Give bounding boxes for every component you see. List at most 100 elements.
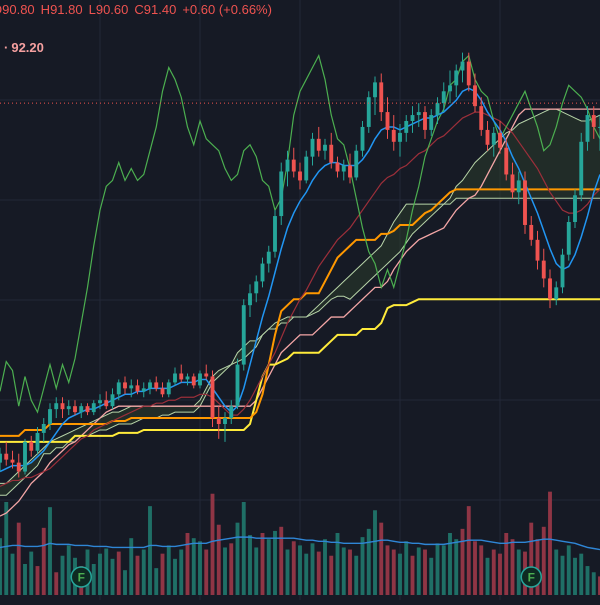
candle-body [148, 382, 152, 389]
volume-bar [448, 533, 452, 595]
volume-bar [504, 533, 509, 595]
candle [454, 64, 459, 98]
candle [4, 441, 9, 466]
candle [554, 281, 559, 306]
candle [198, 370, 202, 389]
volume-bar [23, 564, 27, 595]
candle [348, 153, 352, 184]
volume-bar [248, 535, 252, 595]
volume-bar [198, 541, 202, 595]
candle-body [60, 403, 65, 410]
volume-bar [166, 545, 171, 595]
volume-bar [416, 547, 421, 595]
candle-body [591, 115, 596, 127]
candle [85, 403, 90, 416]
candle [354, 144, 359, 181]
candle-body [516, 180, 521, 193]
volume-bar [535, 539, 540, 595]
indicator-value-tag: · 92.20 [4, 40, 44, 55]
candle [329, 132, 334, 169]
volume-bar [498, 553, 502, 595]
open-item: O90.80 [0, 2, 35, 17]
volume-bar [98, 553, 102, 595]
candle [110, 388, 115, 410]
candle [598, 115, 600, 151]
earnings-badge-label: F [528, 571, 535, 585]
volume-bar [0, 538, 2, 595]
volume-bar [516, 549, 521, 595]
candle [141, 382, 146, 398]
ohlc-legend: O90.80 H91.80 L90.60 C91.40 +0.60 (+0.66… [0, 2, 272, 17]
candle [510, 162, 515, 199]
candle [123, 376, 127, 395]
candle-body [35, 432, 40, 451]
volume-bar [304, 553, 309, 595]
volume-bar [148, 506, 152, 595]
candle [173, 367, 177, 386]
candle-body [29, 441, 34, 451]
candle [479, 97, 484, 136]
volume-bar [341, 547, 346, 595]
candle-body [310, 138, 315, 157]
candle-body [248, 293, 252, 306]
candle [466, 52, 471, 92]
candle [129, 379, 134, 398]
candle-body [441, 91, 446, 104]
candle [335, 156, 340, 178]
candle-body [360, 126, 365, 151]
candle [241, 299, 246, 371]
cloud-line-b [0, 197, 600, 496]
volume-bar [454, 539, 459, 595]
candle-body [460, 61, 465, 71]
candle-body [379, 82, 384, 113]
candle [79, 403, 84, 419]
volume-bar [279, 526, 284, 595]
candle-body [485, 129, 490, 145]
candle [585, 106, 590, 151]
candle [54, 397, 59, 419]
candle-body [548, 278, 552, 300]
volume-bar [41, 527, 46, 595]
candle-body [510, 174, 515, 193]
earnings-badge[interactable]: F [520, 566, 542, 588]
candle-body [273, 216, 277, 252]
volume-bar [429, 557, 434, 595]
high-item: H 91.80 [41, 2, 83, 17]
candle-body [554, 287, 559, 300]
volume-bar [398, 553, 402, 595]
low-value: 90.60 [95, 2, 129, 17]
candle [541, 248, 546, 288]
open-value: 90.80 [2, 2, 35, 17]
candle-body [223, 418, 227, 424]
candle-body [491, 132, 496, 145]
candle [304, 150, 309, 184]
volume-bar [60, 555, 65, 595]
candle [98, 394, 102, 410]
volume-bar [585, 566, 590, 595]
candle-body [66, 406, 71, 410]
volume-bar [4, 502, 9, 595]
volume-bar [91, 564, 96, 595]
candle [166, 379, 171, 398]
volume-bar [579, 553, 584, 595]
earnings-badge[interactable]: F [70, 566, 92, 588]
volume-bar [204, 549, 209, 595]
volume-bar [191, 538, 196, 595]
candle [560, 248, 565, 294]
volume-bar [54, 572, 59, 595]
candle-body [210, 376, 215, 419]
volume-bar [360, 537, 365, 595]
candle-body [173, 373, 177, 383]
candle [423, 106, 427, 139]
volume-bar [423, 549, 427, 595]
candle-body [598, 126, 600, 128]
candle [441, 82, 446, 113]
candle [223, 412, 227, 442]
candle [310, 132, 315, 166]
candle-body [429, 115, 434, 130]
candle-body [135, 385, 140, 392]
candle-body [385, 112, 390, 130]
